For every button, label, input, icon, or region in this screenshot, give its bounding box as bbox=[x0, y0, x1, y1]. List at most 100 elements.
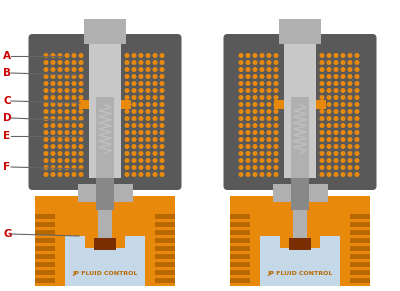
Circle shape bbox=[354, 123, 360, 128]
Circle shape bbox=[260, 109, 264, 114]
Circle shape bbox=[58, 130, 62, 135]
Circle shape bbox=[44, 165, 48, 170]
Bar bbox=[155, 222, 175, 227]
Circle shape bbox=[246, 88, 250, 93]
Circle shape bbox=[260, 67, 264, 72]
Circle shape bbox=[124, 109, 130, 114]
Circle shape bbox=[78, 81, 84, 86]
Circle shape bbox=[260, 102, 264, 107]
Circle shape bbox=[50, 165, 56, 170]
Circle shape bbox=[334, 137, 338, 142]
Circle shape bbox=[320, 130, 324, 135]
Circle shape bbox=[252, 81, 258, 86]
Bar bbox=[350, 262, 370, 267]
Circle shape bbox=[64, 158, 70, 163]
Circle shape bbox=[152, 67, 158, 72]
Circle shape bbox=[340, 116, 346, 121]
Circle shape bbox=[152, 109, 158, 114]
Circle shape bbox=[78, 95, 84, 100]
Circle shape bbox=[152, 53, 158, 58]
Circle shape bbox=[260, 95, 264, 100]
Circle shape bbox=[132, 67, 136, 72]
Circle shape bbox=[340, 102, 346, 107]
Circle shape bbox=[78, 130, 84, 135]
Circle shape bbox=[354, 95, 360, 100]
Circle shape bbox=[152, 158, 158, 163]
Circle shape bbox=[58, 53, 62, 58]
Circle shape bbox=[64, 60, 70, 65]
Bar bbox=[155, 278, 175, 283]
Circle shape bbox=[354, 102, 360, 107]
Bar bbox=[94, 238, 116, 250]
Circle shape bbox=[246, 53, 250, 58]
Circle shape bbox=[160, 74, 164, 79]
Bar bbox=[230, 262, 250, 267]
Circle shape bbox=[58, 151, 62, 156]
Bar bbox=[230, 246, 250, 251]
Circle shape bbox=[266, 151, 272, 156]
Circle shape bbox=[78, 137, 84, 142]
Circle shape bbox=[238, 109, 244, 114]
Circle shape bbox=[252, 137, 258, 142]
Circle shape bbox=[146, 151, 150, 156]
Circle shape bbox=[252, 109, 258, 114]
Circle shape bbox=[348, 88, 352, 93]
Circle shape bbox=[124, 137, 130, 142]
Circle shape bbox=[78, 53, 84, 58]
Circle shape bbox=[44, 151, 48, 156]
Circle shape bbox=[72, 81, 76, 86]
Circle shape bbox=[320, 109, 324, 114]
Circle shape bbox=[124, 172, 130, 177]
Circle shape bbox=[348, 74, 352, 79]
Circle shape bbox=[44, 53, 48, 58]
Circle shape bbox=[78, 151, 84, 156]
Circle shape bbox=[326, 172, 332, 177]
Circle shape bbox=[50, 151, 56, 156]
Circle shape bbox=[44, 95, 48, 100]
Circle shape bbox=[124, 151, 130, 156]
Circle shape bbox=[320, 144, 324, 149]
Circle shape bbox=[246, 67, 250, 72]
Circle shape bbox=[274, 53, 278, 58]
Circle shape bbox=[138, 130, 144, 135]
Circle shape bbox=[354, 116, 360, 121]
Circle shape bbox=[64, 151, 70, 156]
Bar bbox=[155, 230, 175, 235]
Circle shape bbox=[334, 88, 338, 93]
Circle shape bbox=[260, 88, 264, 93]
Circle shape bbox=[72, 60, 76, 65]
Circle shape bbox=[50, 109, 56, 114]
Circle shape bbox=[326, 81, 332, 86]
Circle shape bbox=[132, 60, 136, 65]
Circle shape bbox=[160, 151, 164, 156]
Bar bbox=[284, 40, 316, 178]
Circle shape bbox=[64, 88, 70, 93]
Circle shape bbox=[44, 88, 48, 93]
Circle shape bbox=[326, 74, 332, 79]
Circle shape bbox=[78, 102, 84, 107]
Circle shape bbox=[266, 53, 272, 58]
Circle shape bbox=[340, 123, 346, 128]
Circle shape bbox=[146, 116, 150, 121]
Circle shape bbox=[238, 123, 244, 128]
Circle shape bbox=[124, 144, 130, 149]
Bar bbox=[350, 254, 370, 259]
Circle shape bbox=[348, 172, 352, 177]
Circle shape bbox=[78, 123, 84, 128]
Circle shape bbox=[138, 123, 144, 128]
Circle shape bbox=[132, 130, 136, 135]
Circle shape bbox=[160, 123, 164, 128]
Circle shape bbox=[326, 88, 332, 93]
Circle shape bbox=[320, 123, 324, 128]
Circle shape bbox=[252, 74, 258, 79]
Circle shape bbox=[260, 151, 264, 156]
Circle shape bbox=[326, 95, 332, 100]
Circle shape bbox=[334, 130, 338, 135]
Bar bbox=[85, 236, 125, 248]
Circle shape bbox=[138, 165, 144, 170]
Circle shape bbox=[146, 102, 150, 107]
Circle shape bbox=[146, 158, 150, 163]
Circle shape bbox=[132, 81, 136, 86]
Circle shape bbox=[252, 144, 258, 149]
Circle shape bbox=[138, 53, 144, 58]
